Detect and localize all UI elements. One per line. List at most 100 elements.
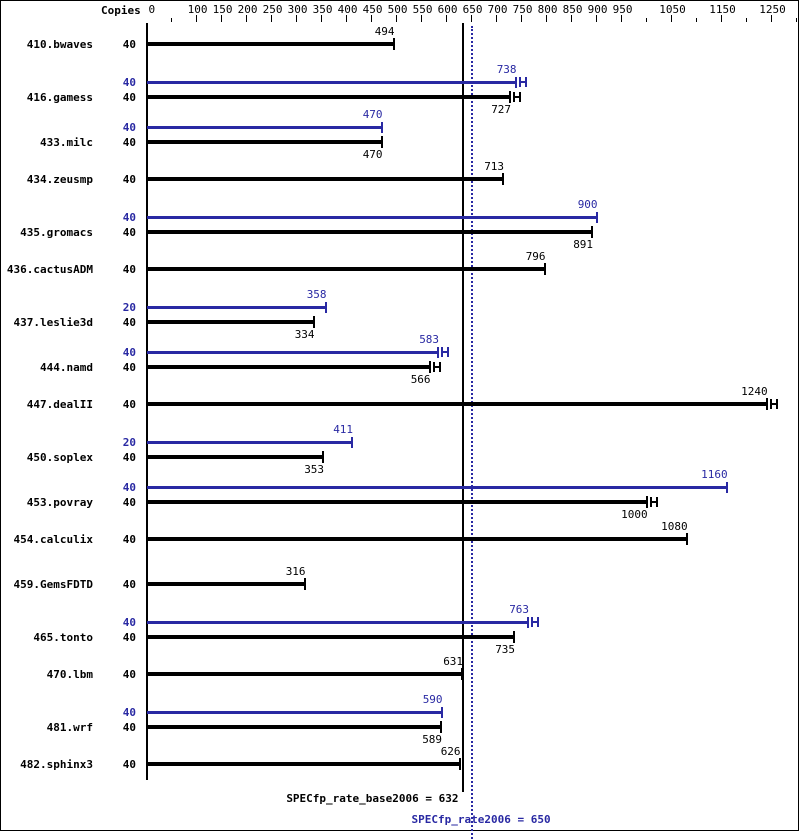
benchmark-name: 416.gamess [26, 91, 93, 104]
bar-value-base: 626 [440, 745, 461, 758]
axis-tick [196, 15, 197, 22]
benchmark-name: 437.leslie3d [13, 316, 93, 329]
benchmark-name: 454.calculix [13, 533, 93, 546]
bar-end-tick-base [322, 450, 324, 463]
bar-end-tick-base [543, 263, 546, 275]
benchmark-name: 481.wrf [46, 721, 93, 734]
bar-peak [146, 485, 727, 489]
copies-value-peak: 40 [122, 615, 136, 629]
benchmark-name: 434.zeusmp [26, 173, 93, 186]
copies-value-base: 40 [122, 360, 136, 374]
axis-tick-label: 350 [312, 3, 333, 16]
copies-value-base: 40 [122, 263, 136, 276]
bar-end-tick-peak [437, 346, 439, 358]
copies-value-base: 40 [122, 315, 136, 329]
copies-value-base: 40 [122, 398, 136, 411]
bar-end-tick-base [513, 630, 515, 643]
axis-tick-minor [646, 18, 647, 22]
bar-peak [146, 440, 352, 444]
copies-value-base: 40 [122, 173, 136, 186]
bar-base [146, 499, 647, 504]
footer-peak-text: SPECfp_rate2006 = 650 [411, 813, 551, 826]
bar-base [146, 537, 687, 541]
bar-value-base: 353 [304, 462, 325, 476]
bar-value-peak: 470 [362, 107, 383, 121]
axis-tick-label: 700 [487, 3, 508, 16]
bar-end-tick-peak [514, 76, 517, 88]
benchmark-name: 459.GemsFDTD [13, 578, 93, 591]
bar-base [146, 402, 767, 406]
bar-base [146, 724, 441, 729]
axis-tick [771, 15, 772, 22]
copies-value-base: 40 [122, 38, 136, 51]
bar-base [146, 672, 462, 676]
copies-value-peak: 40 [122, 480, 136, 494]
axis-tick-label: 800 [537, 3, 558, 16]
bar-value-peak: 1160 [701, 467, 728, 481]
axis-tick-label: 500 [387, 3, 408, 16]
axis-tick-label: 850 [562, 3, 583, 16]
axis-tick [371, 15, 372, 22]
bar-base [146, 454, 323, 459]
copies-value-base: 40 [122, 225, 136, 239]
axis-tick-label: 450 [362, 3, 383, 16]
error-bar-peak [518, 76, 527, 87]
bar-value-peak: 763 [509, 602, 530, 616]
axis-tick [346, 15, 347, 22]
axis-tick-minor [696, 18, 697, 22]
bar-value-peak: 590 [422, 692, 443, 706]
error-bar-peak [441, 346, 449, 357]
copies-value-base: 40 [122, 630, 136, 644]
bar-end-tick-base [765, 398, 768, 410]
axis-tick [421, 15, 422, 22]
copies-value-base: 40 [122, 668, 136, 681]
error-bar-peak [531, 616, 539, 627]
axis-tick [471, 15, 472, 22]
bar-end-tick-peak [725, 481, 728, 493]
benchmark-name: 436.cactusADM [6, 263, 93, 276]
benchmark-name: 465.tonto [33, 631, 93, 644]
bar-peak [146, 620, 528, 624]
copies-value-base: 40 [122, 90, 136, 104]
bar-value-base: 727 [491, 102, 512, 116]
bar-value-base: 1240 [741, 385, 768, 398]
bar-value-base: 1000 [621, 507, 648, 521]
benchmark-name: 410.bwaves [26, 38, 93, 51]
axis-tick [596, 15, 597, 22]
benchmark-name: 482.sphinx3 [20, 758, 93, 771]
copies-value-base: 40 [122, 450, 136, 464]
axis-tick-label: 150 [212, 3, 233, 16]
bar-end-tick-base [440, 720, 442, 733]
bar-base [146, 582, 305, 586]
axis-tick [221, 15, 222, 22]
copies-value-peak: 40 [122, 120, 136, 134]
bar-value-base: 713 [484, 160, 505, 173]
bar-value-base: 316 [285, 565, 306, 578]
benchmark-name: 450.soplex [26, 451, 93, 464]
axis-tick-label: 1150 [709, 3, 736, 16]
axis-tick-label: 900 [587, 3, 608, 16]
axis-tick [396, 15, 397, 22]
bar-value-base: 589 [422, 732, 443, 746]
bar-value-base: 334 [294, 327, 315, 341]
bar-base [146, 762, 460, 766]
axis-tick-label: 650 [462, 3, 483, 16]
axis-tick-label: 100 [187, 3, 208, 16]
bar-value-base: 470 [362, 147, 383, 161]
bar-value-base: 494 [374, 25, 395, 38]
axis-tick [521, 15, 522, 22]
copies-value-peak: 40 [122, 210, 136, 224]
bar-end-tick-peak [595, 211, 598, 223]
axis-tick [546, 15, 547, 22]
bar-end-tick-peak [527, 616, 529, 628]
bar-peak [146, 350, 438, 354]
bar-peak [146, 80, 516, 84]
bar-value-peak: 738 [496, 62, 517, 76]
copies-value-base: 40 [122, 720, 136, 734]
axis-tick-minor [796, 18, 797, 22]
error-bar-base [649, 496, 658, 507]
bar-value-base: 891 [573, 237, 594, 251]
bar-base [146, 364, 430, 369]
